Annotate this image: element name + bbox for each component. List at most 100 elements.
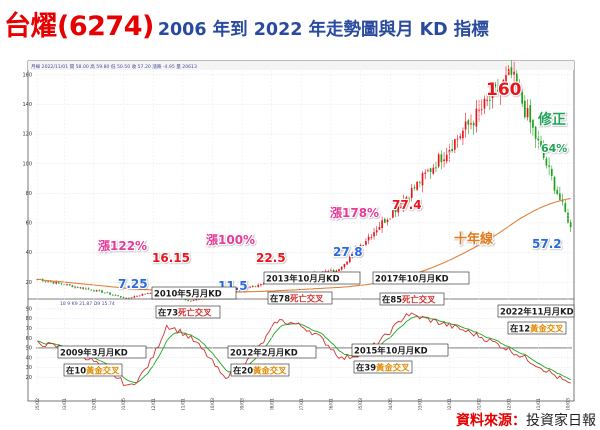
price-57-2-label: 57.2 — [532, 237, 562, 251]
ten-year-ma — [37, 197, 571, 293]
candle-body — [564, 203, 567, 212]
cross-20-label-suffix: 黃金交叉 — [252, 365, 287, 375]
d9-line — [37, 316, 571, 384]
kd-tick-label: 20 — [26, 375, 32, 381]
candle-body — [114, 294, 117, 296]
kd-tick-label: 80 — [26, 316, 32, 322]
x-tick-label: 2009/01/05 — [121, 398, 127, 410]
candle-body — [537, 137, 540, 141]
kd-2022-11-label-box — [497, 304, 575, 318]
price-tick-label: 120 — [22, 132, 32, 138]
cross-10-label-prefix: 在10 — [66, 365, 86, 375]
kd-2022-11-label: 2022年11月月KD — [500, 307, 574, 317]
candle-body — [413, 187, 416, 189]
candle-body — [499, 87, 502, 93]
candle-body — [424, 172, 427, 174]
cross-85-label: 在85死亡交叉 — [382, 294, 436, 304]
candle-body — [44, 281, 47, 283]
cross-73-label-prefix: 在73 — [158, 307, 178, 317]
x-tick-label: 2017/04/05 — [388, 398, 394, 410]
candle-body — [383, 218, 386, 223]
candle-body — [49, 281, 52, 282]
rise-100-label: 漲100% — [206, 232, 255, 247]
chart-subtitle: 2006 年到 2022 年走勢圖與月 KD 指標 — [157, 20, 489, 40]
candle-body — [529, 105, 532, 123]
cross-10-label: 在10黃金交叉 — [66, 365, 120, 375]
cross-10-label-box — [63, 363, 123, 377]
candle-body — [90, 289, 93, 291]
price-16-15-label: 16.15 — [152, 251, 190, 265]
price-22-5-label: 22.5 — [256, 251, 286, 265]
candle-body — [467, 120, 470, 125]
candle-body — [416, 181, 418, 190]
cross-85-label-prefix: 在85 — [382, 294, 402, 304]
cross-12-label: 在12黃金交叉 — [510, 323, 564, 333]
price-tick-label: 60 — [26, 221, 32, 227]
kd-2013-10-label: 2013年10月月KD — [266, 274, 340, 284]
candle-body — [518, 87, 521, 90]
kd-tick-label: 70 — [26, 326, 32, 332]
candle-body — [480, 109, 483, 111]
candle-body — [392, 210, 394, 218]
candle-body — [373, 232, 375, 237]
candle-body — [505, 75, 507, 82]
rise-178-label: 漲178% — [330, 205, 379, 220]
candle-body — [332, 270, 335, 272]
candle-body — [47, 281, 49, 283]
kd-tick-label: 90 — [26, 306, 32, 312]
cross-78-label: 在78死亡交叉 — [270, 293, 324, 303]
candle-body — [66, 284, 68, 286]
candle-body — [71, 285, 74, 288]
x-tick-label: 2020/01/02 — [477, 398, 483, 410]
kd-2015-10-label-box — [351, 343, 449, 357]
candle-body — [362, 245, 365, 246]
candle-body — [348, 256, 351, 263]
x-tick-label: 2021/11/01 — [536, 398, 542, 410]
candle-body — [435, 167, 437, 169]
price-tick-label: 80 — [26, 191, 32, 197]
price-tick-label: 20 — [26, 280, 32, 286]
price-160-label: 160 — [486, 80, 522, 100]
x-tick-label: 2018/03/01 — [417, 398, 423, 410]
x-tick-label: 2020/12/01 — [506, 398, 512, 410]
candle-body — [397, 206, 400, 213]
cross-39-label: 在39黃金交叉 — [356, 362, 410, 372]
candle-body — [141, 293, 144, 296]
cross-39-label-box — [353, 360, 413, 374]
kd-2010-05-label-box — [151, 286, 237, 300]
cross-78-label-prefix: 在78 — [270, 293, 290, 303]
candle-body — [427, 170, 429, 172]
candle-body — [400, 206, 402, 208]
candle-body — [122, 297, 125, 299]
candle-body — [378, 227, 381, 230]
candle-body — [68, 284, 71, 286]
cross-78-label-suffix: 死亡交叉 — [289, 293, 324, 303]
candle-body — [101, 290, 103, 293]
candle-body — [456, 138, 459, 140]
candle-body — [532, 119, 534, 128]
candle-body — [87, 288, 90, 290]
kd-2010-05-label: 2010年5月月KD — [154, 289, 222, 299]
candle-body — [375, 230, 378, 233]
candle-body — [238, 289, 241, 291]
candle-body — [338, 269, 340, 271]
candle-body — [556, 190, 559, 194]
candle-body — [445, 154, 448, 162]
candle-body — [249, 286, 251, 288]
candle-body — [489, 99, 491, 101]
kd-tick-label: 40 — [26, 355, 32, 361]
candle-body — [464, 121, 467, 130]
candle-body — [187, 300, 190, 302]
candle-body — [357, 248, 359, 251]
candle-body — [98, 290, 101, 292]
price-27-8-label: 27.8 — [333, 245, 363, 259]
candle-body — [74, 286, 76, 288]
candle-body — [459, 136, 462, 139]
candle-body — [330, 270, 332, 271]
cross-20-label-prefix: 在20 — [233, 365, 253, 375]
kd-2012-02-label-box — [227, 345, 317, 359]
candle-body — [472, 122, 475, 126]
candle-body — [138, 295, 141, 297]
candle-body — [483, 98, 486, 109]
